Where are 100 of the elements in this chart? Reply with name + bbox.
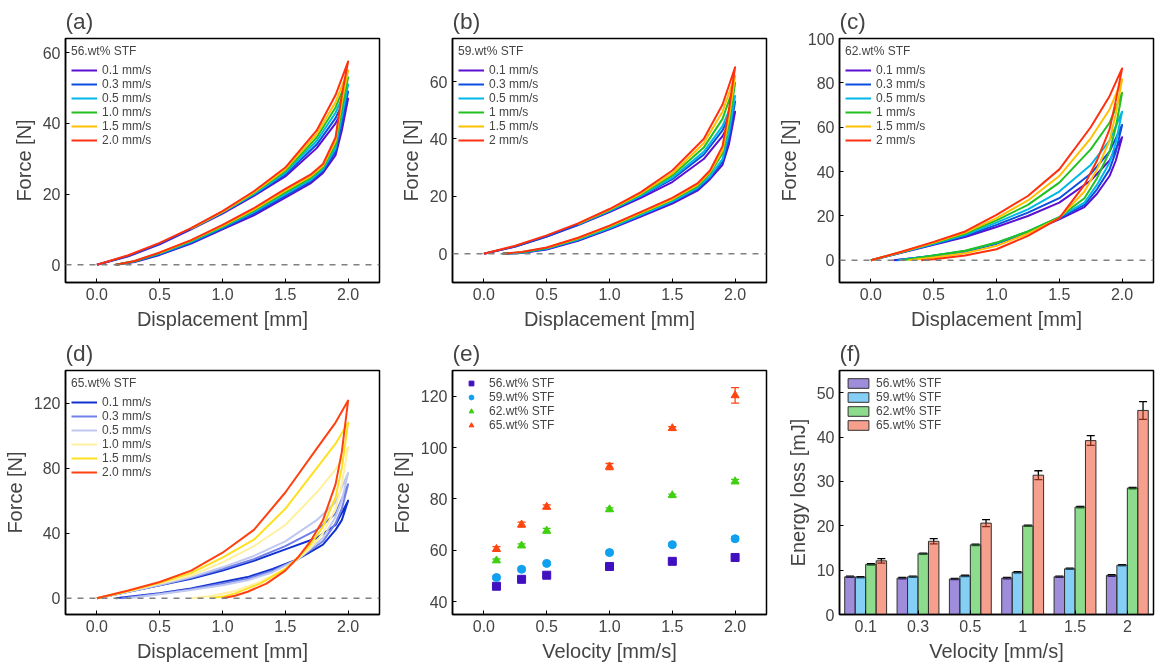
legend-label: 1 mm/s — [876, 105, 916, 119]
x-tick-label: 0.0 — [859, 285, 883, 303]
y-tick-label: 20 — [816, 517, 835, 535]
y-tick-label: 30 — [816, 473, 835, 491]
x-tick-label: 0.0 — [472, 617, 496, 635]
y-tick-label: 20 — [42, 186, 61, 204]
x-tick-label: 1.5 — [274, 285, 297, 303]
y-tick-label: 0 — [51, 590, 61, 608]
legend-label: 1.5 mm/s — [489, 119, 539, 133]
legend-label: 1.5 mm/s — [876, 119, 926, 133]
y-tick-label: 40 — [816, 429, 835, 447]
y-tick-label: 40 — [42, 115, 61, 133]
x-tick-label: 2.0 — [336, 285, 360, 303]
chart-title: (e) — [452, 339, 481, 366]
y-tick-label: 40 — [42, 525, 61, 543]
y-tick-label: 100 — [420, 439, 448, 457]
x-tick-label: 1.5 — [274, 617, 297, 635]
y-axis-title: Force [N] — [12, 119, 35, 202]
legend-label: 0.1 mm/s — [876, 63, 926, 77]
chart-title: (a) — [65, 7, 94, 34]
x-tick-label: 1.5 — [1063, 617, 1087, 635]
x-tick-label: 0.5 — [535, 617, 558, 635]
chart-title: (b) — [452, 7, 481, 34]
y-tick-label: 0 — [438, 245, 448, 263]
y-tick-label: 0 — [51, 256, 61, 274]
y-axis-title: Energy loss [mJ] — [786, 418, 809, 567]
legend-label: 1.0 mm/s — [102, 105, 152, 119]
legend-title: 65.wt% STF — [71, 376, 138, 390]
legend-title: 56.wt% STF — [71, 44, 138, 58]
y-axis-title: Force [N] — [3, 451, 26, 534]
x-tick-label: 2.0 — [723, 285, 747, 303]
legend-label: 2 mm/s — [489, 133, 529, 147]
legend-label: 0.1 mm/s — [102, 63, 152, 77]
x-tick-label: 0.0 — [472, 285, 496, 303]
x-tick-label: 1.5 — [661, 617, 684, 635]
chart-title: (c) — [839, 7, 866, 34]
x-tick-label: 0.5 — [535, 285, 558, 303]
y-tick-label: 40 — [816, 163, 835, 181]
x-tick-label: 0.5 — [148, 285, 171, 303]
legend-title: 62.wt% STF — [845, 44, 912, 58]
legend-label: 0.5 mm/s — [876, 91, 926, 105]
x-tick-label: 2.0 — [1110, 285, 1134, 303]
x-tick-label: 1.0 — [985, 285, 1008, 303]
legend-label: 2.0 mm/s — [102, 465, 152, 479]
x-axis-title: Displacement [mm] — [136, 307, 309, 330]
legend-label: 65.wt% STF — [876, 418, 942, 432]
legend-label: 0.5 mm/s — [102, 423, 152, 437]
y-tick-label: 120 — [33, 395, 61, 413]
x-tick-label: 1.0 — [211, 617, 234, 635]
legend-label: 1.0 mm/s — [102, 437, 152, 451]
x-tick-label: 2 — [1122, 617, 1132, 635]
x-tick-label: 0.1 — [854, 617, 877, 635]
legend-label: 62.wt% STF — [489, 404, 555, 418]
y-tick-label: 0 — [825, 252, 835, 270]
x-tick-label: 1.0 — [598, 617, 621, 635]
x-axis-title: Velocity [mm/s] — [929, 639, 1064, 662]
x-tick-label: 1.0 — [211, 285, 234, 303]
y-tick-label: 0 — [825, 606, 835, 624]
x-axis-title: Displacement [mm] — [136, 639, 309, 662]
legend-label: 0.5 mm/s — [489, 91, 539, 105]
y-tick-label: 40 — [429, 593, 448, 611]
y-axis-title: Force [N] — [399, 119, 422, 202]
legend-label: 0.1 mm/s — [102, 395, 152, 409]
chart-title: (f) — [839, 339, 861, 366]
x-tick-label: 0.5 — [922, 285, 945, 303]
x-tick-label: 0.5 — [959, 617, 982, 635]
y-tick-label: 50 — [816, 384, 835, 402]
legend-label: 1.5 mm/s — [102, 119, 152, 133]
x-tick-label: 0.3 — [906, 617, 930, 635]
y-tick-label: 60 — [429, 73, 448, 91]
chart-title: (d) — [65, 339, 94, 366]
legend-label: 0.3 mm/s — [876, 77, 926, 91]
legend-label: 65.wt% STF — [489, 418, 555, 432]
y-tick-label: 60 — [429, 542, 448, 560]
legend-label: 56.wt% STF — [876, 376, 942, 390]
legend-label: 0.3 mm/s — [102, 409, 152, 423]
x-axis-title: Displacement [mm] — [910, 307, 1083, 330]
legend-label: 0.3 mm/s — [102, 77, 152, 91]
x-tick-label: 1.5 — [1048, 285, 1071, 303]
y-tick-label: 80 — [42, 460, 61, 478]
y-tick-label: 10 — [816, 562, 835, 580]
y-tick-label: 120 — [420, 388, 448, 406]
y-tick-label: 40 — [429, 130, 448, 148]
legend-label: 62.wt% STF — [876, 404, 942, 418]
x-tick-label: 0.5 — [148, 617, 171, 635]
y-tick-label: 100 — [807, 30, 835, 48]
y-tick-label: 60 — [816, 119, 835, 137]
y-tick-label: 20 — [429, 188, 448, 206]
x-axis-title: Velocity [mm/s] — [542, 639, 677, 662]
x-tick-label: 0.0 — [85, 285, 109, 303]
x-tick-label: 2.0 — [723, 617, 747, 635]
y-tick-label: 80 — [429, 490, 448, 508]
legend-label: 56.wt% STF — [489, 376, 555, 390]
y-tick-label: 80 — [816, 74, 835, 92]
legend-label: 2.0 mm/s — [102, 133, 152, 147]
x-tick-label: 1.0 — [598, 285, 621, 303]
legend-label: 2 mm/s — [876, 133, 916, 147]
x-axis-title: Displacement [mm] — [523, 307, 696, 330]
legend-label: 1.5 mm/s — [102, 451, 152, 465]
y-axis-title: Force [N] — [777, 119, 800, 202]
